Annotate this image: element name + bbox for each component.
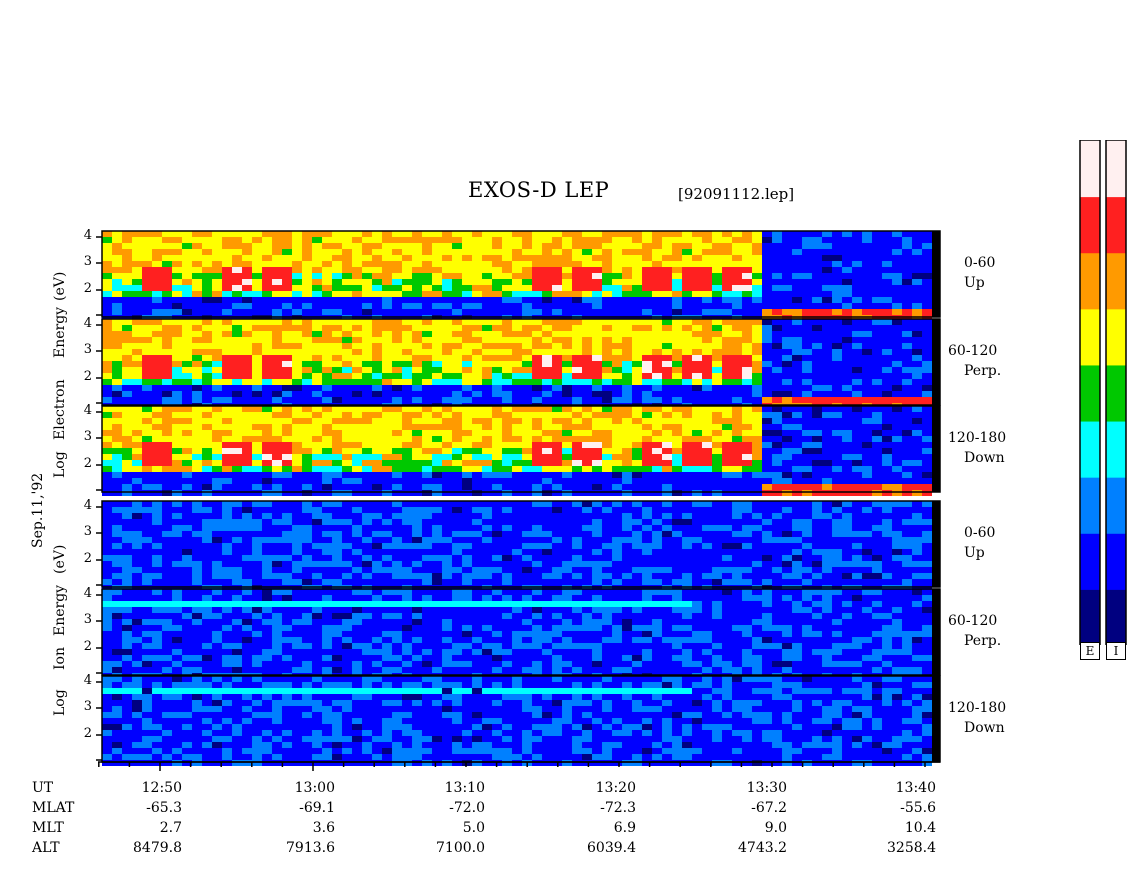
orbit-value: 13:30 [746, 780, 787, 796]
y-tick-label: 4 [83, 316, 92, 331]
orbit-value: -67.2 [751, 800, 787, 816]
orbit-value: 13:40 [895, 780, 936, 796]
orbit-value: 13:00 [294, 780, 335, 796]
y-tick-label: 3 [83, 342, 92, 357]
axis-label: Energy [52, 584, 68, 636]
axis-label: Ion [52, 647, 68, 670]
chart-title: EXOS-D LEP [468, 178, 610, 202]
direction: Up [964, 545, 985, 561]
direction: Perp. [964, 363, 1002, 379]
y-tick-label: 2 [83, 456, 92, 471]
orbit-value: -69.1 [299, 800, 335, 816]
panel-ion-3 [101, 500, 941, 591]
file-name: [92091112.lep] [678, 185, 795, 203]
orbit-value: 8479.8 [133, 840, 182, 856]
orbit-value: 13:20 [595, 780, 636, 796]
panel-ion-4 [101, 588, 941, 679]
y-tick-label: 4 [83, 498, 92, 513]
axis-label: Log [52, 451, 68, 478]
y-tick-label: 4 [83, 673, 92, 688]
y-tick-label: 2 [83, 551, 92, 566]
axis-label: Electron [52, 379, 68, 440]
orbit-value: 3.6 [312, 820, 335, 836]
orbit-value: 9.0 [764, 820, 787, 836]
orbit-value: 12:50 [141, 780, 182, 796]
panel-side-label: 0-60 Up [964, 253, 995, 293]
axis-label: (eV) [52, 544, 68, 574]
orbit-value: 7100.0 [436, 840, 485, 856]
y-tick-label: 4 [83, 586, 92, 601]
axis-label: Log [52, 689, 68, 716]
direction: Down [964, 450, 1005, 466]
colorbar-label: I [1106, 642, 1126, 660]
orbit-row-header: MLT [32, 820, 64, 836]
panel-ion-5 [101, 675, 941, 766]
angle-range: 120-180 [948, 700, 1007, 716]
y-tick-label: 3 [83, 524, 92, 539]
colorbar-1 [1105, 140, 1127, 645]
panel-electron-0 [101, 230, 941, 321]
panel-side-label: 120-180 Down [948, 698, 1006, 738]
angle-range: 120-180 [948, 430, 1007, 446]
orbit-value: 2.7 [159, 820, 182, 836]
y-tick-label: 2 [83, 639, 92, 654]
orbit-value: 3258.4 [887, 840, 936, 856]
panel-side-label: 0-60 Up [964, 523, 995, 563]
y-tick-label: 4 [83, 403, 92, 418]
axis-label: Sep.11,'92 [30, 472, 46, 548]
y-tick-label: 2 [83, 369, 92, 384]
angle-range: 60-120 [948, 613, 998, 629]
orbit-value: 5.0 [462, 820, 485, 836]
panel-electron-1 [101, 318, 941, 409]
orbit-value: -72.0 [449, 800, 485, 816]
orbit-row-header: ALT [32, 840, 60, 856]
angle-range: 0-60 [964, 525, 996, 541]
orbit-value: 10.4 [904, 820, 936, 836]
axis-label: Energy [52, 306, 68, 358]
panel-side-label: 120-180 Down [948, 428, 1006, 468]
orbit-value: 6.9 [613, 820, 636, 836]
orbit-value: -65.3 [146, 800, 182, 816]
y-tick-label: 3 [83, 612, 92, 627]
colorbar-0 [1079, 140, 1101, 645]
panel-side-label: 60-120 Perp. [948, 611, 1001, 651]
orbit-row-header: UT [32, 780, 54, 796]
colorbar [1079, 140, 1127, 645]
direction: Up [964, 275, 985, 291]
direction: Perp. [964, 633, 1002, 649]
angle-range: 0-60 [964, 255, 996, 271]
axis-label: (eV) [52, 271, 68, 301]
colorbar-label: E [1080, 642, 1100, 660]
orbit-row-header: MLAT [32, 800, 75, 816]
y-tick-label: 2 [83, 726, 92, 741]
panel-electron-2 [101, 405, 941, 496]
y-tick-label: 3 [83, 254, 92, 269]
y-tick-label: 2 [83, 281, 92, 296]
orbit-value: 6039.4 [587, 840, 636, 856]
y-tick-label: 3 [83, 429, 92, 444]
orbit-value: 4743.2 [738, 840, 787, 856]
angle-range: 60-120 [948, 343, 998, 359]
orbit-value: -55.6 [900, 800, 936, 816]
y-tick-label: 3 [83, 699, 92, 714]
y-tick-label: 4 [83, 228, 92, 243]
panel-side-label: 60-120 Perp. [948, 341, 1001, 381]
orbit-value: 13:10 [444, 780, 485, 796]
direction: Down [964, 720, 1005, 736]
orbit-value: -72.3 [600, 800, 636, 816]
orbit-value: 7913.6 [286, 840, 335, 856]
